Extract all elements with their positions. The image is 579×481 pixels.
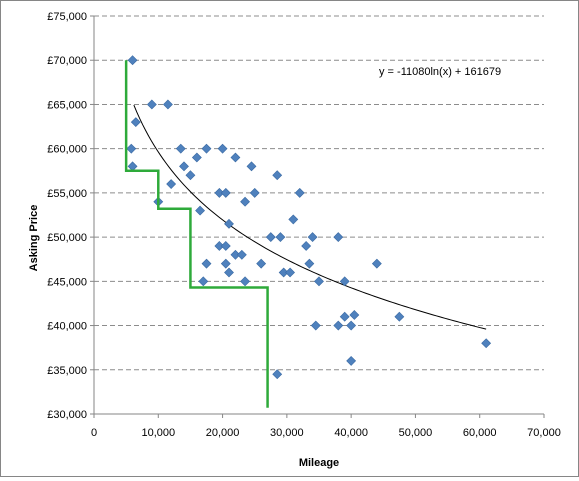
- data-point: [175, 143, 186, 154]
- data-point: [481, 338, 492, 349]
- y-tick-label: £70,000: [47, 55, 87, 67]
- y-tick-label: £75,000: [47, 11, 87, 23]
- data-point: [163, 99, 173, 110]
- x-tick-label: 10,000: [141, 427, 175, 439]
- data-point: [179, 161, 189, 172]
- data-point: [130, 117, 141, 128]
- data-point: [349, 310, 360, 320]
- data-point: [240, 196, 250, 207]
- data-point: [230, 249, 241, 260]
- data-point: [278, 267, 289, 278]
- x-tick-label: 40,000: [334, 427, 368, 439]
- data-point: [307, 232, 318, 243]
- trendline: [133, 104, 487, 330]
- data-point: [346, 320, 357, 331]
- y-axis-title: Asking Price: [28, 205, 40, 272]
- x-axis-ticks: 0 10,000 20,000 30,000 40,000 50,000 60,000 70,…: [91, 414, 561, 439]
- data-point: [185, 170, 196, 181]
- data-point: [240, 276, 250, 287]
- x-tick-label: 20,000: [206, 427, 240, 439]
- data-point: [224, 218, 234, 229]
- data-point: [346, 356, 357, 366]
- data-point: [304, 258, 315, 269]
- data-point: [333, 320, 344, 331]
- x-tick-label: 70,000: [527, 427, 561, 439]
- x-tick-label: 30,000: [270, 427, 304, 439]
- data-point: [394, 311, 405, 322]
- data-point: [214, 241, 225, 251]
- trendline-equation: y = -11080ln(x) + 161679: [379, 66, 501, 78]
- axes: [93, 16, 544, 415]
- x-axis-title: Mileage: [299, 457, 339, 469]
- data-point: [220, 258, 231, 269]
- data-point: [246, 161, 257, 172]
- data-point: [314, 276, 324, 287]
- y-tick-label: £65,000: [47, 99, 87, 111]
- step-line: [124, 60, 269, 408]
- data-point: [236, 249, 247, 260]
- data-point: [146, 99, 157, 110]
- y-tick-label: £35,000: [47, 365, 87, 377]
- y-tick-label: £45,000: [47, 276, 87, 288]
- data-point: [285, 267, 295, 278]
- data-point: [339, 276, 350, 287]
- data-point: [294, 187, 305, 198]
- y-tick-label: £60,000: [47, 144, 87, 156]
- data-point: [272, 170, 283, 181]
- data-point: [127, 55, 138, 66]
- data-point: [288, 214, 299, 225]
- data-point: [272, 369, 283, 380]
- data-point: [371, 258, 382, 269]
- data-point: [339, 311, 350, 322]
- trendline-curve: [133, 104, 487, 330]
- x-tick-label: 60,000: [463, 427, 497, 439]
- data-points: [126, 55, 492, 380]
- data-point: [198, 276, 209, 287]
- data-point: [310, 320, 321, 331]
- y-tick-label: £55,000: [47, 188, 87, 200]
- data-point: [214, 187, 225, 198]
- data-point: [265, 232, 276, 243]
- data-point: [220, 241, 231, 251]
- y-tick-label: £50,000: [47, 232, 87, 244]
- data-point: [195, 205, 205, 216]
- data-point: [220, 187, 231, 198]
- y-axis-ticks: £30,000 £35,000 £40,000 £45,000 £50,000 £55,0…: [47, 11, 94, 421]
- data-point: [127, 161, 138, 172]
- data-point: [224, 267, 234, 278]
- data-point: [275, 232, 286, 243]
- data-point: [230, 152, 241, 163]
- data-point: [201, 258, 212, 269]
- step-line-path: [124, 60, 269, 408]
- y-tick-label: £30,000: [47, 409, 87, 421]
- data-point: [301, 241, 312, 251]
- x-tick-label: 50,000: [399, 427, 433, 439]
- data-point: [217, 143, 228, 154]
- data-point: [166, 179, 177, 189]
- y-tick-label: £40,000: [47, 321, 87, 333]
- data-point: [191, 152, 202, 163]
- data-point: [333, 232, 344, 243]
- data-point: [201, 143, 212, 154]
- data-point: [249, 187, 260, 198]
- data-point: [256, 258, 267, 269]
- x-tick-label: 0: [91, 427, 97, 439]
- data-point: [126, 143, 137, 154]
